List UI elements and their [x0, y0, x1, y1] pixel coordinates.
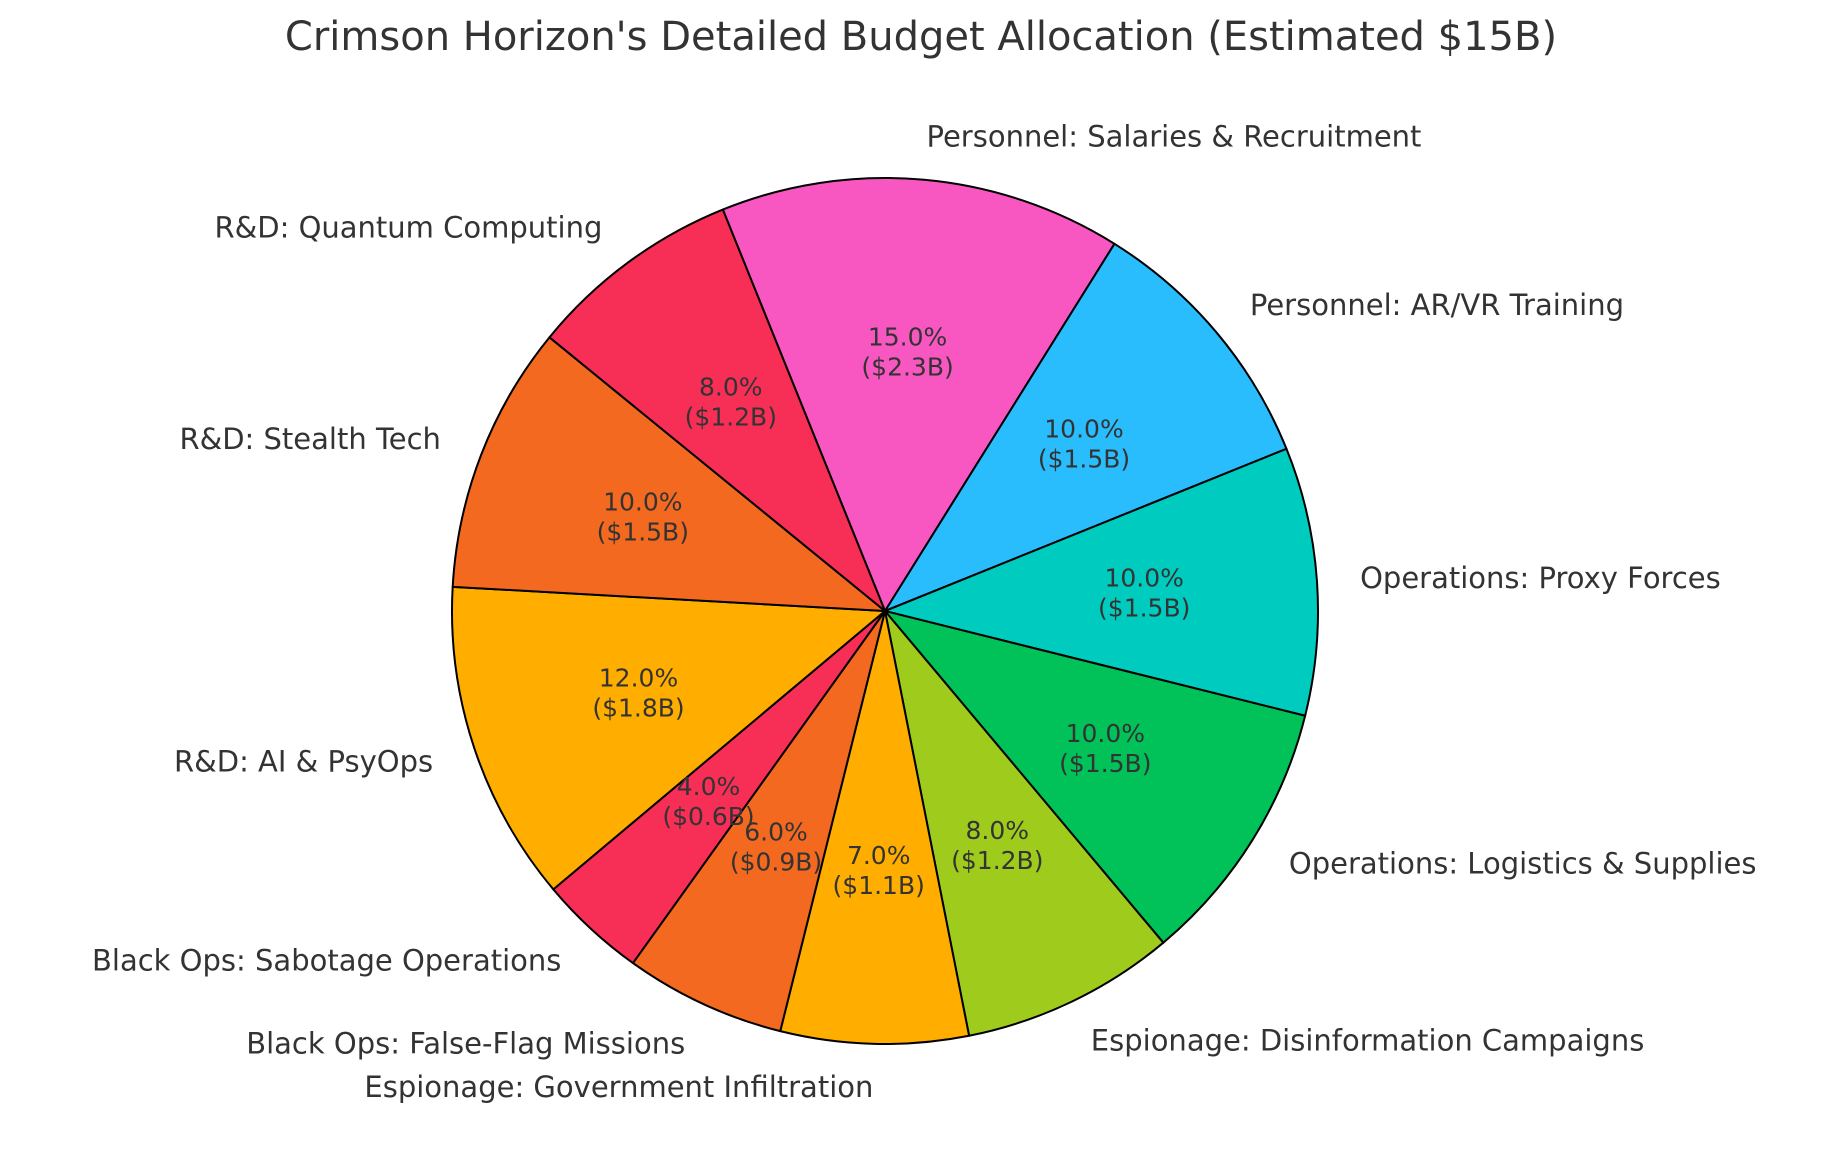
- slice-percent-label: 10.0%: [1044, 415, 1123, 444]
- pie-slice-r-d-stealth-tech: [451, 336, 886, 612]
- slice-percent-label: 8.0%: [966, 816, 1030, 845]
- slice-amount-label: ($1.5B): [1038, 445, 1130, 474]
- slice-amount-label: ($0.6B): [662, 802, 754, 831]
- slice-category-label: Espionage: Disinformation Campaigns: [1091, 1024, 1645, 1058]
- pie-slice-r-d-quantum-computing: [548, 208, 886, 612]
- slice-amount-label: ($1.5B): [597, 518, 689, 547]
- slice-percent-label: 10.0%: [603, 488, 682, 517]
- pie-slice-r-d-ai-psyops: [451, 585, 886, 891]
- pie-slice-operations-logistics-supplies: [884, 610, 1307, 944]
- slice-percent-label: 7.0%: [847, 841, 911, 870]
- slice-amount-label: ($1.2B): [951, 846, 1043, 875]
- pie-slice-espionage-disinformation-campaigns: [884, 610, 1165, 1037]
- pie-slice-personnel-ar-vr-training: [884, 242, 1288, 612]
- slice-amount-label: ($1.5B): [1098, 593, 1190, 622]
- pie-slice-operations-proxy-forces: [884, 447, 1319, 717]
- slice-percent-label: 10.0%: [1104, 563, 1183, 592]
- slice-percent-label: 8.0%: [699, 372, 763, 401]
- chart-title: Crimson Horizon's Detailed Budget Alloca…: [284, 14, 1558, 60]
- slice-percent-label: 10.0%: [1066, 719, 1145, 748]
- pie-slice-personnel-salaries-recruitment: [721, 177, 1116, 612]
- slice-percent-label: 4.0%: [677, 772, 741, 801]
- slice-category-label: Espionage: Government Infiltration: [364, 1070, 873, 1104]
- slice-amount-label: ($2.3B): [861, 353, 953, 382]
- slice-percent-label: 15.0%: [868, 323, 947, 352]
- slice-amount-label: ($0.9B): [730, 847, 822, 876]
- slice-amount-label: ($1.2B): [685, 402, 777, 431]
- slice-percent-label: 6.0%: [744, 817, 808, 846]
- slice-amount-label: ($1.5B): [1059, 749, 1151, 778]
- pie-slice-black-ops-false-flag-missions: [631, 610, 886, 1033]
- slice-amount-label: ($1.1B): [833, 871, 925, 900]
- slice-category-label: R&D: Quantum Computing: [214, 211, 602, 245]
- slice-percent-label: 12.0%: [599, 664, 678, 693]
- slice-amount-label: ($1.8B): [592, 694, 684, 723]
- slice-category-label: Operations: Proxy Forces: [1360, 561, 1721, 595]
- slice-category-label: R&D: AI & PsyOps: [174, 744, 433, 778]
- slice-category-label: R&D: Stealth Tech: [179, 422, 440, 456]
- slice-category-label: Black Ops: Sabotage Operations: [92, 944, 561, 978]
- slice-category-label: Black Ops: False-Flag Missions: [246, 1026, 685, 1060]
- slice-category-label: Operations: Logistics & Supplies: [1289, 846, 1757, 880]
- slice-category-label: Personnel: Salaries & Recruitment: [927, 120, 1422, 154]
- pie-slice-espionage-government-infiltration: [779, 610, 971, 1045]
- slice-category-label: Personnel: AR/VR Training: [1250, 288, 1624, 322]
